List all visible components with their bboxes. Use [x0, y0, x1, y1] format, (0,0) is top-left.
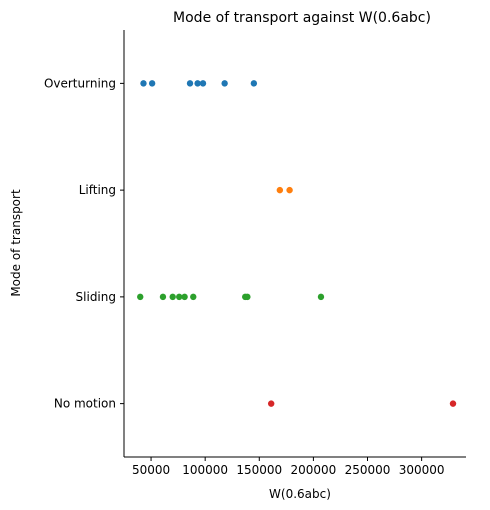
x-tick-label: 100000: [182, 463, 228, 477]
x-tick-label: 300000: [399, 463, 445, 477]
data-point: [250, 80, 258, 87]
y-ticks: Overturning Lifting Sliding No motion: [44, 76, 124, 411]
x-ticks: 50000 100000 150000 200000 250000 300000: [132, 457, 445, 477]
x-axis-title: W(0.6abc): [269, 487, 331, 501]
x-tick-label: 250000: [345, 463, 391, 477]
y-tick-label: Sliding: [76, 290, 116, 304]
y-tick-label: No motion: [54, 397, 116, 411]
data-point: [244, 293, 251, 301]
y-tick-label: Lifting: [79, 183, 116, 197]
plot-area: [137, 80, 457, 407]
data-point: [137, 293, 144, 301]
data-point: [194, 80, 201, 87]
data-point: [221, 80, 228, 87]
data-point: [181, 293, 188, 301]
data-point: [199, 80, 207, 87]
data-point: [148, 80, 156, 87]
data-point: [276, 186, 284, 194]
x-tick-label: 50000: [132, 463, 170, 477]
y-axis-title: Mode of transport: [9, 189, 23, 297]
data-point: [286, 186, 293, 194]
x-tick-label: 200000: [290, 463, 336, 477]
y-tick-label: Overturning: [44, 76, 116, 90]
chart-title: Mode of transport against W(0.6abc): [173, 10, 431, 26]
data-point: [317, 293, 325, 301]
data-point: [190, 293, 197, 301]
data-point: [169, 293, 176, 301]
data-point: [159, 293, 167, 301]
data-point: [140, 80, 147, 87]
data-point: [449, 400, 457, 407]
data-point: [175, 293, 183, 301]
data-point: [267, 400, 275, 407]
data-point: [186, 80, 194, 87]
x-tick-label: 150000: [236, 463, 282, 477]
